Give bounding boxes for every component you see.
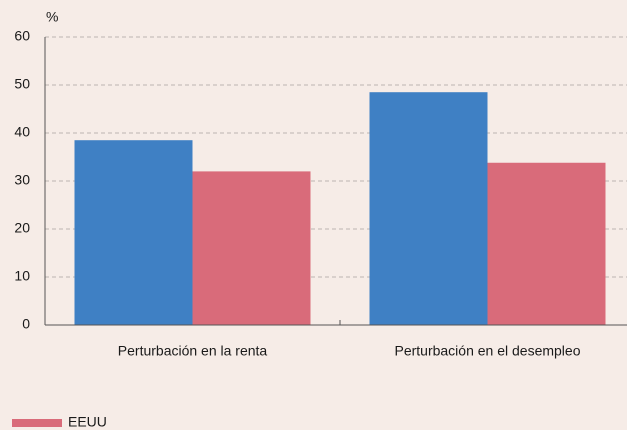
bar — [369, 92, 488, 325]
y-tick-label: 30 — [14, 172, 30, 188]
x-tick-label: Perturbación en la renta — [118, 343, 268, 359]
bar — [74, 140, 193, 325]
y-tick-label: 60 — [14, 28, 30, 44]
y-tick-label: 0 — [22, 316, 30, 332]
y-tick-label: 50 — [14, 76, 30, 92]
y-tick-label: 10 — [14, 268, 30, 284]
y-axis-label: % — [46, 9, 58, 25]
y-tick-label: 20 — [14, 220, 30, 236]
legend-swatch — [12, 419, 62, 427]
bar — [192, 171, 311, 325]
legend-label: EEUU — [68, 414, 107, 430]
bar — [487, 162, 606, 325]
y-tick-label: 40 — [14, 124, 30, 140]
x-tick-label: Perturbación en el desempleo — [394, 343, 580, 359]
